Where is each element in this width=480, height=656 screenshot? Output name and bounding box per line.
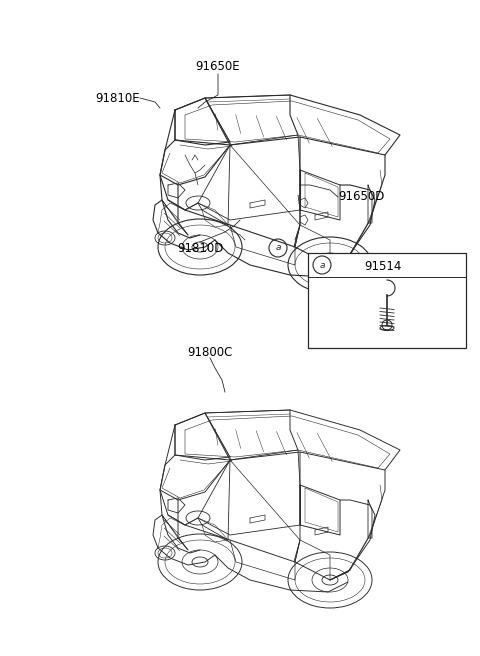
- Text: 91650D: 91650D: [338, 190, 384, 203]
- Bar: [308, 253, 466, 348]
- Text: 91810D: 91810D: [177, 241, 223, 255]
- Text: 91810E: 91810E: [96, 91, 140, 104]
- Text: 91800C: 91800C: [187, 346, 233, 358]
- Text: 91514: 91514: [364, 260, 402, 272]
- Text: a: a: [319, 260, 325, 270]
- Text: a: a: [275, 243, 281, 253]
- Text: 91650E: 91650E: [196, 60, 240, 73]
